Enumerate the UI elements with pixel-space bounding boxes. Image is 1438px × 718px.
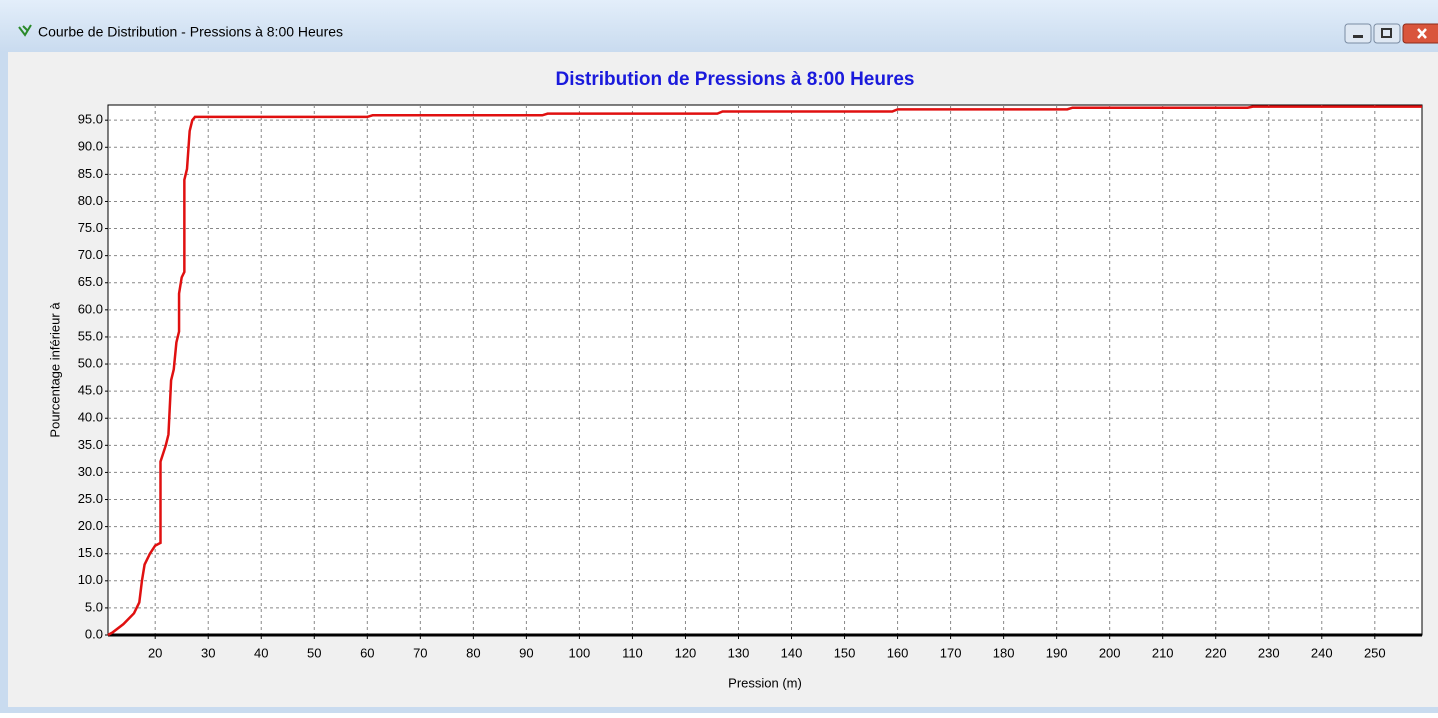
x-tick-label: 30 bbox=[201, 645, 215, 660]
x-tick-label: 20 bbox=[148, 645, 162, 660]
x-tick-label: 170 bbox=[940, 645, 962, 660]
x-tick-label: 160 bbox=[887, 645, 909, 660]
y-tick-label: 50.0 bbox=[78, 355, 103, 370]
x-tick-label: 210 bbox=[1152, 645, 1174, 660]
y-tick-label: 0.0 bbox=[85, 626, 103, 641]
x-tick-label: 100 bbox=[569, 645, 591, 660]
x-tick-label: 150 bbox=[834, 645, 856, 660]
x-tick-label: 80 bbox=[466, 645, 480, 660]
y-tick-label: 95.0 bbox=[78, 112, 103, 127]
y-tick-label: 20.0 bbox=[78, 518, 103, 533]
x-tick-label: 60 bbox=[360, 645, 374, 660]
title-bar bbox=[0, 0, 1438, 52]
y-tick-label: 10.0 bbox=[78, 572, 103, 587]
y-tick-label: 70.0 bbox=[78, 247, 103, 262]
close-icon bbox=[1417, 28, 1427, 39]
x-tick-label: 130 bbox=[728, 645, 750, 660]
y-tick-label: 85.0 bbox=[78, 166, 103, 181]
x-tick-label: 250 bbox=[1364, 645, 1386, 660]
y-tick-label: 25.0 bbox=[78, 491, 103, 506]
x-tick-label: 40 bbox=[254, 645, 268, 660]
y-tick-label: 55.0 bbox=[78, 328, 103, 343]
x-axis-label: Pression (m) bbox=[728, 675, 802, 690]
window-title: Courbe de Distribution - Pressions à 8:0… bbox=[38, 24, 343, 40]
y-tick-label: 65.0 bbox=[78, 274, 103, 289]
maximize-icon bbox=[1381, 28, 1392, 38]
y-tick-label: 90.0 bbox=[78, 139, 103, 154]
x-tick-label: 180 bbox=[993, 645, 1015, 660]
data-line bbox=[107, 105, 1422, 637]
x-tick-label: 70 bbox=[413, 645, 427, 660]
y-axis-label: Pourcentage inférieur à bbox=[47, 302, 62, 438]
y-tick-label: 45.0 bbox=[78, 383, 103, 398]
y-tick-label: 35.0 bbox=[78, 437, 103, 452]
y-tick-label: 75.0 bbox=[78, 220, 103, 235]
x-tick-label: 140 bbox=[781, 645, 803, 660]
x-tick-label: 190 bbox=[1046, 645, 1068, 660]
y-tick-label: 60.0 bbox=[78, 301, 103, 316]
x-tick-label: 110 bbox=[622, 645, 643, 660]
x-tick-label: 230 bbox=[1258, 645, 1280, 660]
x-tick-label: 240 bbox=[1311, 645, 1333, 660]
y-tick-label: 80.0 bbox=[78, 193, 103, 208]
y-tick-label: 30.0 bbox=[78, 464, 103, 479]
maximize-button[interactable] bbox=[1373, 23, 1401, 44]
app-icon bbox=[18, 24, 32, 37]
minimize-button[interactable] bbox=[1344, 23, 1372, 44]
plot-area bbox=[107, 104, 1423, 636]
x-tick-label: 200 bbox=[1099, 645, 1121, 660]
x-tick-label: 50 bbox=[307, 645, 321, 660]
y-tick-label: 15.0 bbox=[78, 545, 103, 560]
minimize-icon bbox=[1353, 35, 1363, 38]
x-tick-label: 120 bbox=[675, 645, 697, 660]
x-tick-label: 220 bbox=[1205, 645, 1227, 660]
chart-title: Distribution de Pressions à 8:00 Heures bbox=[555, 69, 914, 90]
x-tick-label: 90 bbox=[519, 645, 533, 660]
y-tick-label: 5.0 bbox=[85, 599, 103, 614]
y-tick-label: 40.0 bbox=[78, 410, 103, 425]
